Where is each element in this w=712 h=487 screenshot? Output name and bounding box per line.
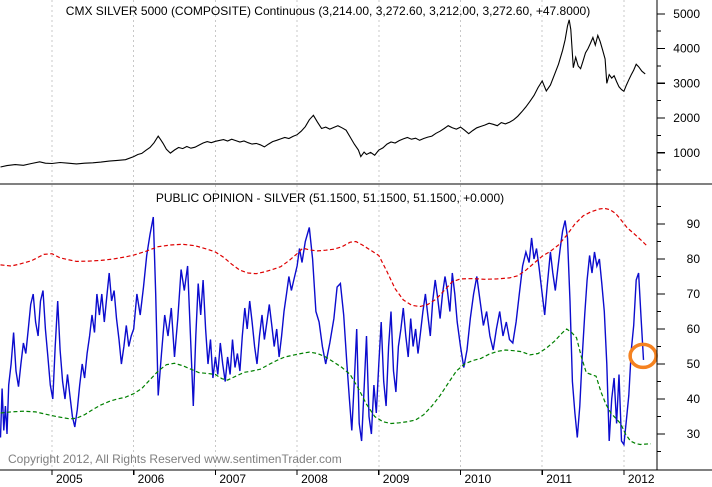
price-axis-tick-label-2000: 2000 — [673, 111, 700, 125]
year-label-2005: 2005 — [56, 472, 83, 486]
opinion-axis-tick-label-80: 80 — [687, 252, 701, 266]
price-panel-title: CMX SILVER 5000 (COMPOSITE) Continuous (… — [66, 4, 590, 18]
copyright-text: Copyright 2012, All Rights Reserved www.… — [8, 452, 342, 466]
price-axis-tick-label-5000: 5000 — [673, 7, 700, 21]
price-axis-tick-label-1000: 1000 — [673, 146, 700, 160]
latest-value-highlight-circle — [628, 342, 658, 370]
cmx-silver-5000-continuous-line — [0, 19, 646, 168]
year-label-2007: 2007 — [219, 472, 246, 486]
opinion-axis-tick-label-90: 90 — [687, 217, 701, 231]
opinion-axis-tick-label-50: 50 — [687, 357, 701, 371]
opinion-axis-tick-label-40: 40 — [687, 392, 701, 406]
opinion-axis-tick-label-60: 60 — [687, 322, 701, 336]
year-label-2012: 2012 — [628, 472, 655, 486]
price-axis-tick-label-4000: 4000 — [673, 42, 700, 56]
opinion-panel-title: PUBLIC OPINION - SILVER (51.1500, 51.150… — [156, 191, 504, 205]
year-label-2011: 2011 — [546, 472, 572, 486]
opinion-axis-tick-label-70: 70 — [687, 287, 701, 301]
lower-band-line — [0, 328, 651, 446]
year-label-2009: 2009 — [383, 472, 410, 486]
public-opinion-silver-line — [0, 216, 645, 447]
price-axis-tick-label-3000: 3000 — [673, 76, 700, 90]
year-label-2008: 2008 — [301, 472, 328, 486]
year-label-2010: 2010 — [464, 472, 491, 486]
opinion-axis-tick-label-30: 30 — [687, 427, 701, 441]
year-label-2006: 2006 — [138, 472, 165, 486]
upper-band-line — [0, 207, 648, 308]
series-layer — [0, 19, 658, 447]
grid-layer — [51, 0, 625, 470]
